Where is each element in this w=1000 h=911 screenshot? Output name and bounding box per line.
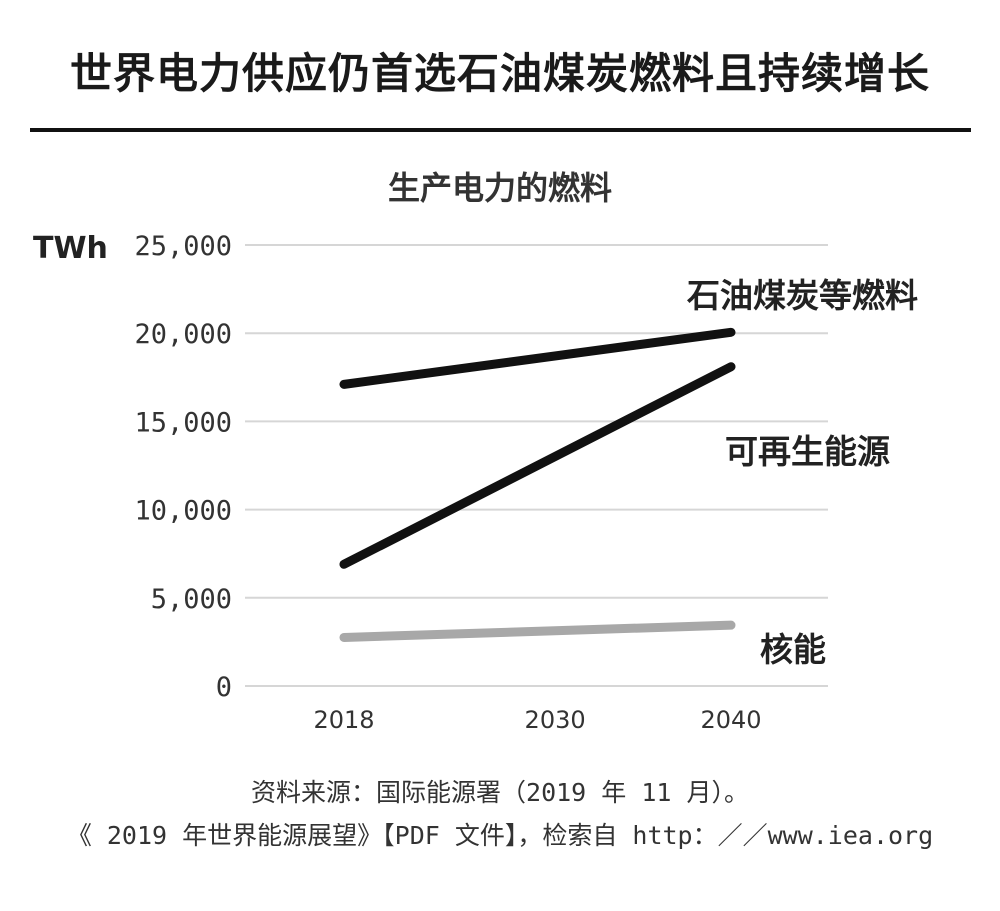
y-tick-label: 25,000 (134, 231, 232, 262)
y-tick-label: 15,000 (134, 407, 232, 438)
series-line-3 (339, 620, 736, 642)
series-label-1: 石油煤炭等燃料 (686, 276, 918, 315)
y-tick-label: 5,000 (151, 584, 232, 615)
series-line-2 (339, 362, 736, 569)
x-tick-label: 2040 (700, 706, 761, 734)
x-axis-ticks: 2018 2030 2040 (313, 706, 761, 734)
series-lines (339, 327, 736, 642)
y-tick-label: 0 (216, 672, 232, 703)
source-line-2: 《 2019 年世界能源展望》【PDF 文件】，检索自 http：／／www.i… (66, 821, 934, 850)
series-label-3: 核能 (760, 630, 826, 669)
y-axis-ticks: 0 5,000 10,000 15,000 20,000 25,000 (134, 231, 232, 703)
series-line-1 (339, 327, 736, 389)
series-label-2: 可再生能源 (725, 432, 890, 471)
x-tick-label: 2030 (525, 706, 586, 734)
title-divider (30, 128, 971, 132)
chart-title: 生产电力的燃料 (387, 169, 612, 207)
y-tick-label: 20,000 (134, 319, 232, 350)
y-tick-label: 10,000 (134, 496, 232, 527)
x-tick-label: 2018 (313, 706, 374, 734)
headline: 世界电力供应仍首选石油煤炭燃料且持续增长 (69, 49, 930, 98)
y-axis-unit: TWh (33, 231, 108, 266)
source-line-1: 资料来源：国际能源署（2019 年 11 月）。 (251, 778, 749, 807)
